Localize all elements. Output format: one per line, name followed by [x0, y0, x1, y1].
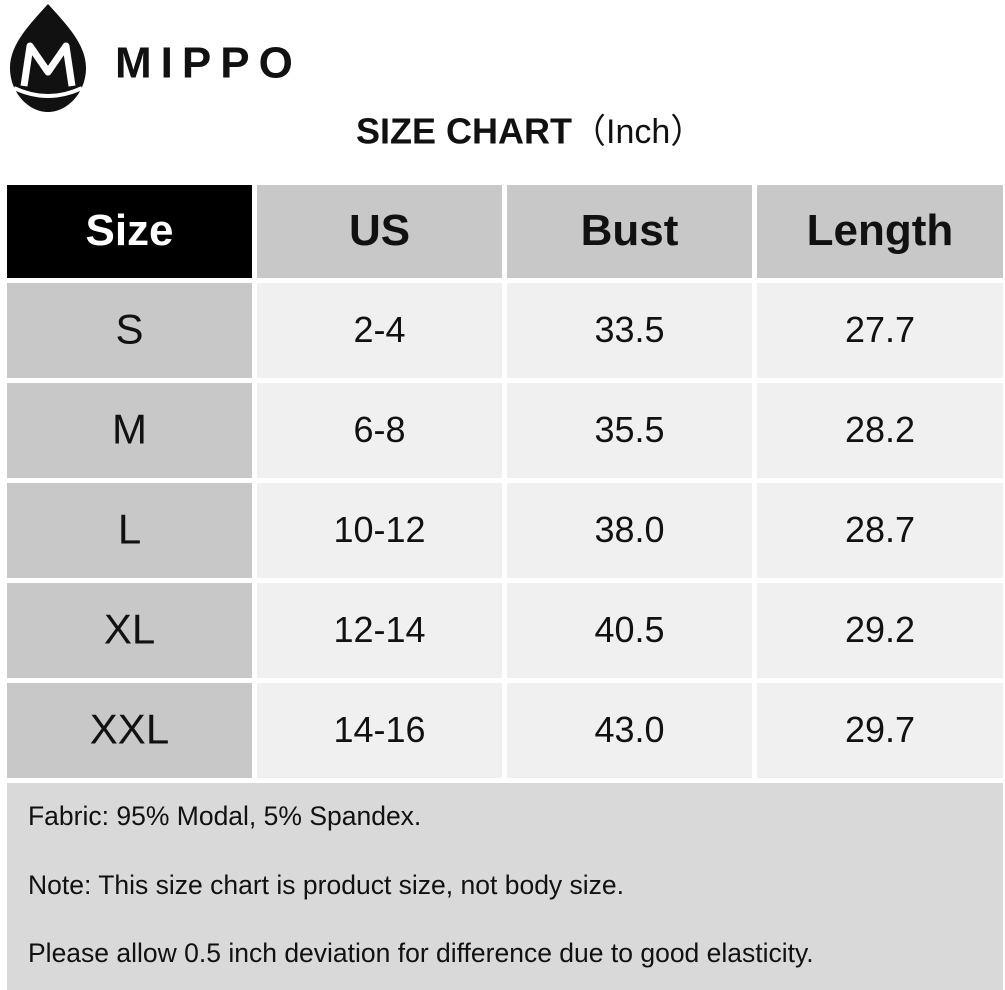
cell-text: 6-8	[353, 409, 405, 450]
table-cell	[257, 483, 502, 578]
table-cell	[7, 683, 252, 778]
header-cell	[507, 185, 752, 278]
title-unit: （Inch）	[572, 113, 704, 151]
table-cell	[257, 583, 502, 678]
table-cell	[757, 383, 1003, 478]
table-cell	[757, 683, 1003, 778]
header-cell	[7, 185, 252, 278]
cell-text: 35.5	[594, 409, 664, 450]
cell-text: XL	[104, 606, 155, 653]
cell-text: 12-14	[333, 609, 425, 650]
title: SIZE CHART	[356, 111, 572, 152]
cell-text: 29.2	[845, 609, 915, 650]
cell-text: 28.2	[845, 409, 915, 450]
brand-name: MIPPO	[115, 39, 302, 88]
table-cell	[257, 683, 502, 778]
cell-text: 10-12	[333, 509, 425, 550]
table-cell	[757, 483, 1003, 578]
table-cell	[7, 483, 252, 578]
table-cell	[257, 283, 502, 378]
cell-text: 28.7	[845, 509, 915, 550]
table-cell	[507, 583, 752, 678]
header-cell	[757, 185, 1003, 278]
table-cell	[757, 583, 1003, 678]
cell-text: XXL	[90, 706, 169, 753]
table-cell	[7, 283, 252, 378]
header-text: Length	[807, 206, 954, 255]
cell-text: S	[115, 306, 143, 353]
note-line: Please allow 0.5 inch deviation for diff…	[28, 938, 814, 968]
note-line: Note: This size chart is product size, n…	[28, 870, 624, 900]
table-cell	[257, 383, 502, 478]
cell-text: L	[118, 506, 141, 553]
cell-text: 33.5	[594, 309, 664, 350]
logo-m	[20, 42, 76, 87]
notes-box	[7, 783, 1003, 990]
cell-text: 2-4	[353, 309, 405, 350]
cell-text: 38.0	[594, 509, 664, 550]
logo-drop	[10, 4, 86, 112]
table-cell	[7, 383, 252, 478]
cell-text: 14-16	[333, 709, 425, 750]
table-cell	[507, 283, 752, 378]
cell-text: 43.0	[594, 709, 664, 750]
cell-text: 27.7	[845, 309, 915, 350]
table-cell	[507, 683, 752, 778]
header-text: US	[349, 206, 410, 255]
table-cell	[7, 583, 252, 678]
header-text: Bust	[581, 206, 679, 255]
table-cell	[507, 383, 752, 478]
cell-text: M	[112, 406, 147, 453]
table-cell	[757, 283, 1003, 378]
header-text: Size	[85, 206, 173, 255]
logo	[10, 4, 86, 112]
table-cell	[507, 483, 752, 578]
header-cell	[257, 185, 502, 278]
cell-text: 40.5	[594, 609, 664, 650]
cell-text: 29.7	[845, 709, 915, 750]
logo-swoosh	[13, 86, 83, 98]
note-line: Fabric: 95% Modal, 5% Spandex.	[28, 801, 421, 831]
